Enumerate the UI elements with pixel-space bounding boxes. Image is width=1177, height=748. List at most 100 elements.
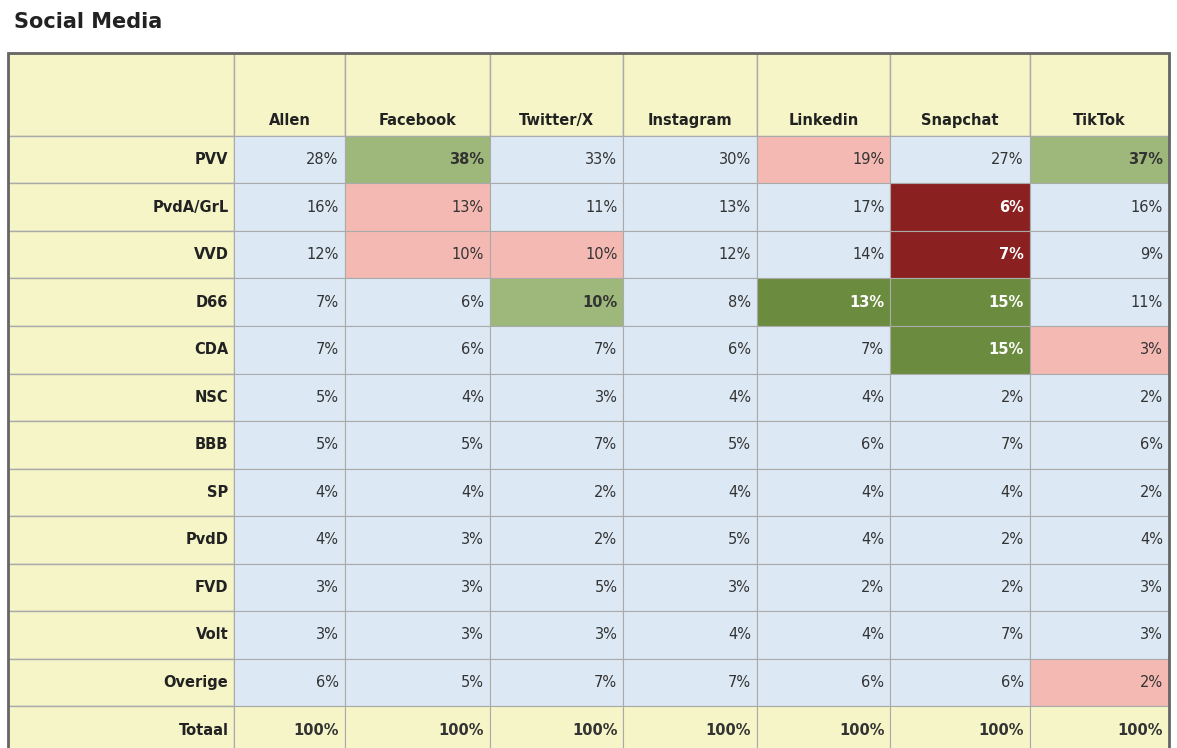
Bar <box>1030 706 1169 748</box>
Bar <box>8 53 234 136</box>
Bar <box>8 659 234 706</box>
Bar <box>890 136 1030 183</box>
Bar <box>624 468 757 516</box>
Bar <box>757 468 890 516</box>
Text: 4%: 4% <box>461 390 484 405</box>
Text: 7%: 7% <box>1000 438 1024 453</box>
Bar <box>1030 468 1169 516</box>
Text: 3%: 3% <box>594 628 617 643</box>
Text: 3%: 3% <box>315 580 339 595</box>
Bar <box>490 468 624 516</box>
Bar <box>1030 231 1169 278</box>
Bar <box>490 421 624 468</box>
Bar <box>890 611 1030 659</box>
Text: Social Media: Social Media <box>14 12 162 31</box>
Text: 6%: 6% <box>461 343 484 358</box>
Text: 15%: 15% <box>989 295 1024 310</box>
Bar <box>345 373 490 421</box>
Bar <box>8 183 234 231</box>
Text: TikTok: TikTok <box>1073 113 1125 128</box>
Bar <box>1030 278 1169 326</box>
Text: 16%: 16% <box>306 200 339 215</box>
Bar <box>490 659 624 706</box>
Bar <box>490 136 624 183</box>
Text: 7%: 7% <box>727 675 751 690</box>
Bar <box>757 706 890 748</box>
Text: 38%: 38% <box>448 152 484 167</box>
Bar <box>624 53 757 136</box>
Bar <box>345 611 490 659</box>
Bar <box>490 231 624 278</box>
Text: Volt: Volt <box>195 628 228 643</box>
Bar <box>345 659 490 706</box>
Bar <box>1030 564 1169 611</box>
Bar <box>890 706 1030 748</box>
Text: 4%: 4% <box>862 390 884 405</box>
Text: 9%: 9% <box>1141 247 1163 262</box>
Text: 8%: 8% <box>727 295 751 310</box>
Bar <box>890 421 1030 468</box>
Text: 13%: 13% <box>850 295 884 310</box>
Bar <box>624 183 757 231</box>
Text: 7%: 7% <box>594 343 617 358</box>
Bar <box>757 516 890 564</box>
Bar <box>8 231 234 278</box>
Bar <box>490 53 624 136</box>
Text: 100%: 100% <box>839 723 884 738</box>
Bar <box>890 326 1030 373</box>
Text: 2%: 2% <box>1000 580 1024 595</box>
Bar <box>757 278 890 326</box>
Bar <box>624 326 757 373</box>
Text: 100%: 100% <box>1117 723 1163 738</box>
Bar <box>8 611 234 659</box>
Bar <box>234 278 345 326</box>
Text: 6%: 6% <box>862 438 884 453</box>
Text: SP: SP <box>207 485 228 500</box>
Text: 5%: 5% <box>315 390 339 405</box>
Text: D66: D66 <box>197 295 228 310</box>
Bar <box>757 231 890 278</box>
Bar <box>757 326 890 373</box>
Text: 6%: 6% <box>315 675 339 690</box>
Text: 2%: 2% <box>594 485 617 500</box>
Bar <box>624 659 757 706</box>
Bar <box>757 373 890 421</box>
Text: 4%: 4% <box>862 628 884 643</box>
Bar <box>345 706 490 748</box>
Text: 7%: 7% <box>315 343 339 358</box>
Bar <box>345 564 490 611</box>
Text: Overige: Overige <box>164 675 228 690</box>
Text: NSC: NSC <box>194 390 228 405</box>
Text: 2%: 2% <box>862 580 884 595</box>
Bar <box>1030 136 1169 183</box>
Text: 12%: 12% <box>718 247 751 262</box>
Text: 14%: 14% <box>852 247 884 262</box>
Text: 6%: 6% <box>862 675 884 690</box>
Text: 5%: 5% <box>315 438 339 453</box>
Bar <box>624 278 757 326</box>
Bar <box>757 136 890 183</box>
Text: 5%: 5% <box>594 580 617 595</box>
Text: 6%: 6% <box>461 295 484 310</box>
Bar <box>1030 659 1169 706</box>
Text: 12%: 12% <box>306 247 339 262</box>
Text: 3%: 3% <box>1141 628 1163 643</box>
Text: 6%: 6% <box>999 200 1024 215</box>
Text: PvdD: PvdD <box>186 533 228 548</box>
Text: 3%: 3% <box>1141 580 1163 595</box>
Bar <box>624 136 757 183</box>
Bar <box>624 564 757 611</box>
Text: 10%: 10% <box>583 295 617 310</box>
Text: Snapchat: Snapchat <box>922 113 999 128</box>
Text: 13%: 13% <box>719 200 751 215</box>
Bar <box>757 564 890 611</box>
Bar <box>345 53 490 136</box>
Text: 17%: 17% <box>852 200 884 215</box>
Bar <box>490 183 624 231</box>
Text: 2%: 2% <box>1139 485 1163 500</box>
Bar <box>234 611 345 659</box>
Text: 3%: 3% <box>727 580 751 595</box>
Text: 27%: 27% <box>991 152 1024 167</box>
Bar <box>890 659 1030 706</box>
Bar <box>8 421 234 468</box>
